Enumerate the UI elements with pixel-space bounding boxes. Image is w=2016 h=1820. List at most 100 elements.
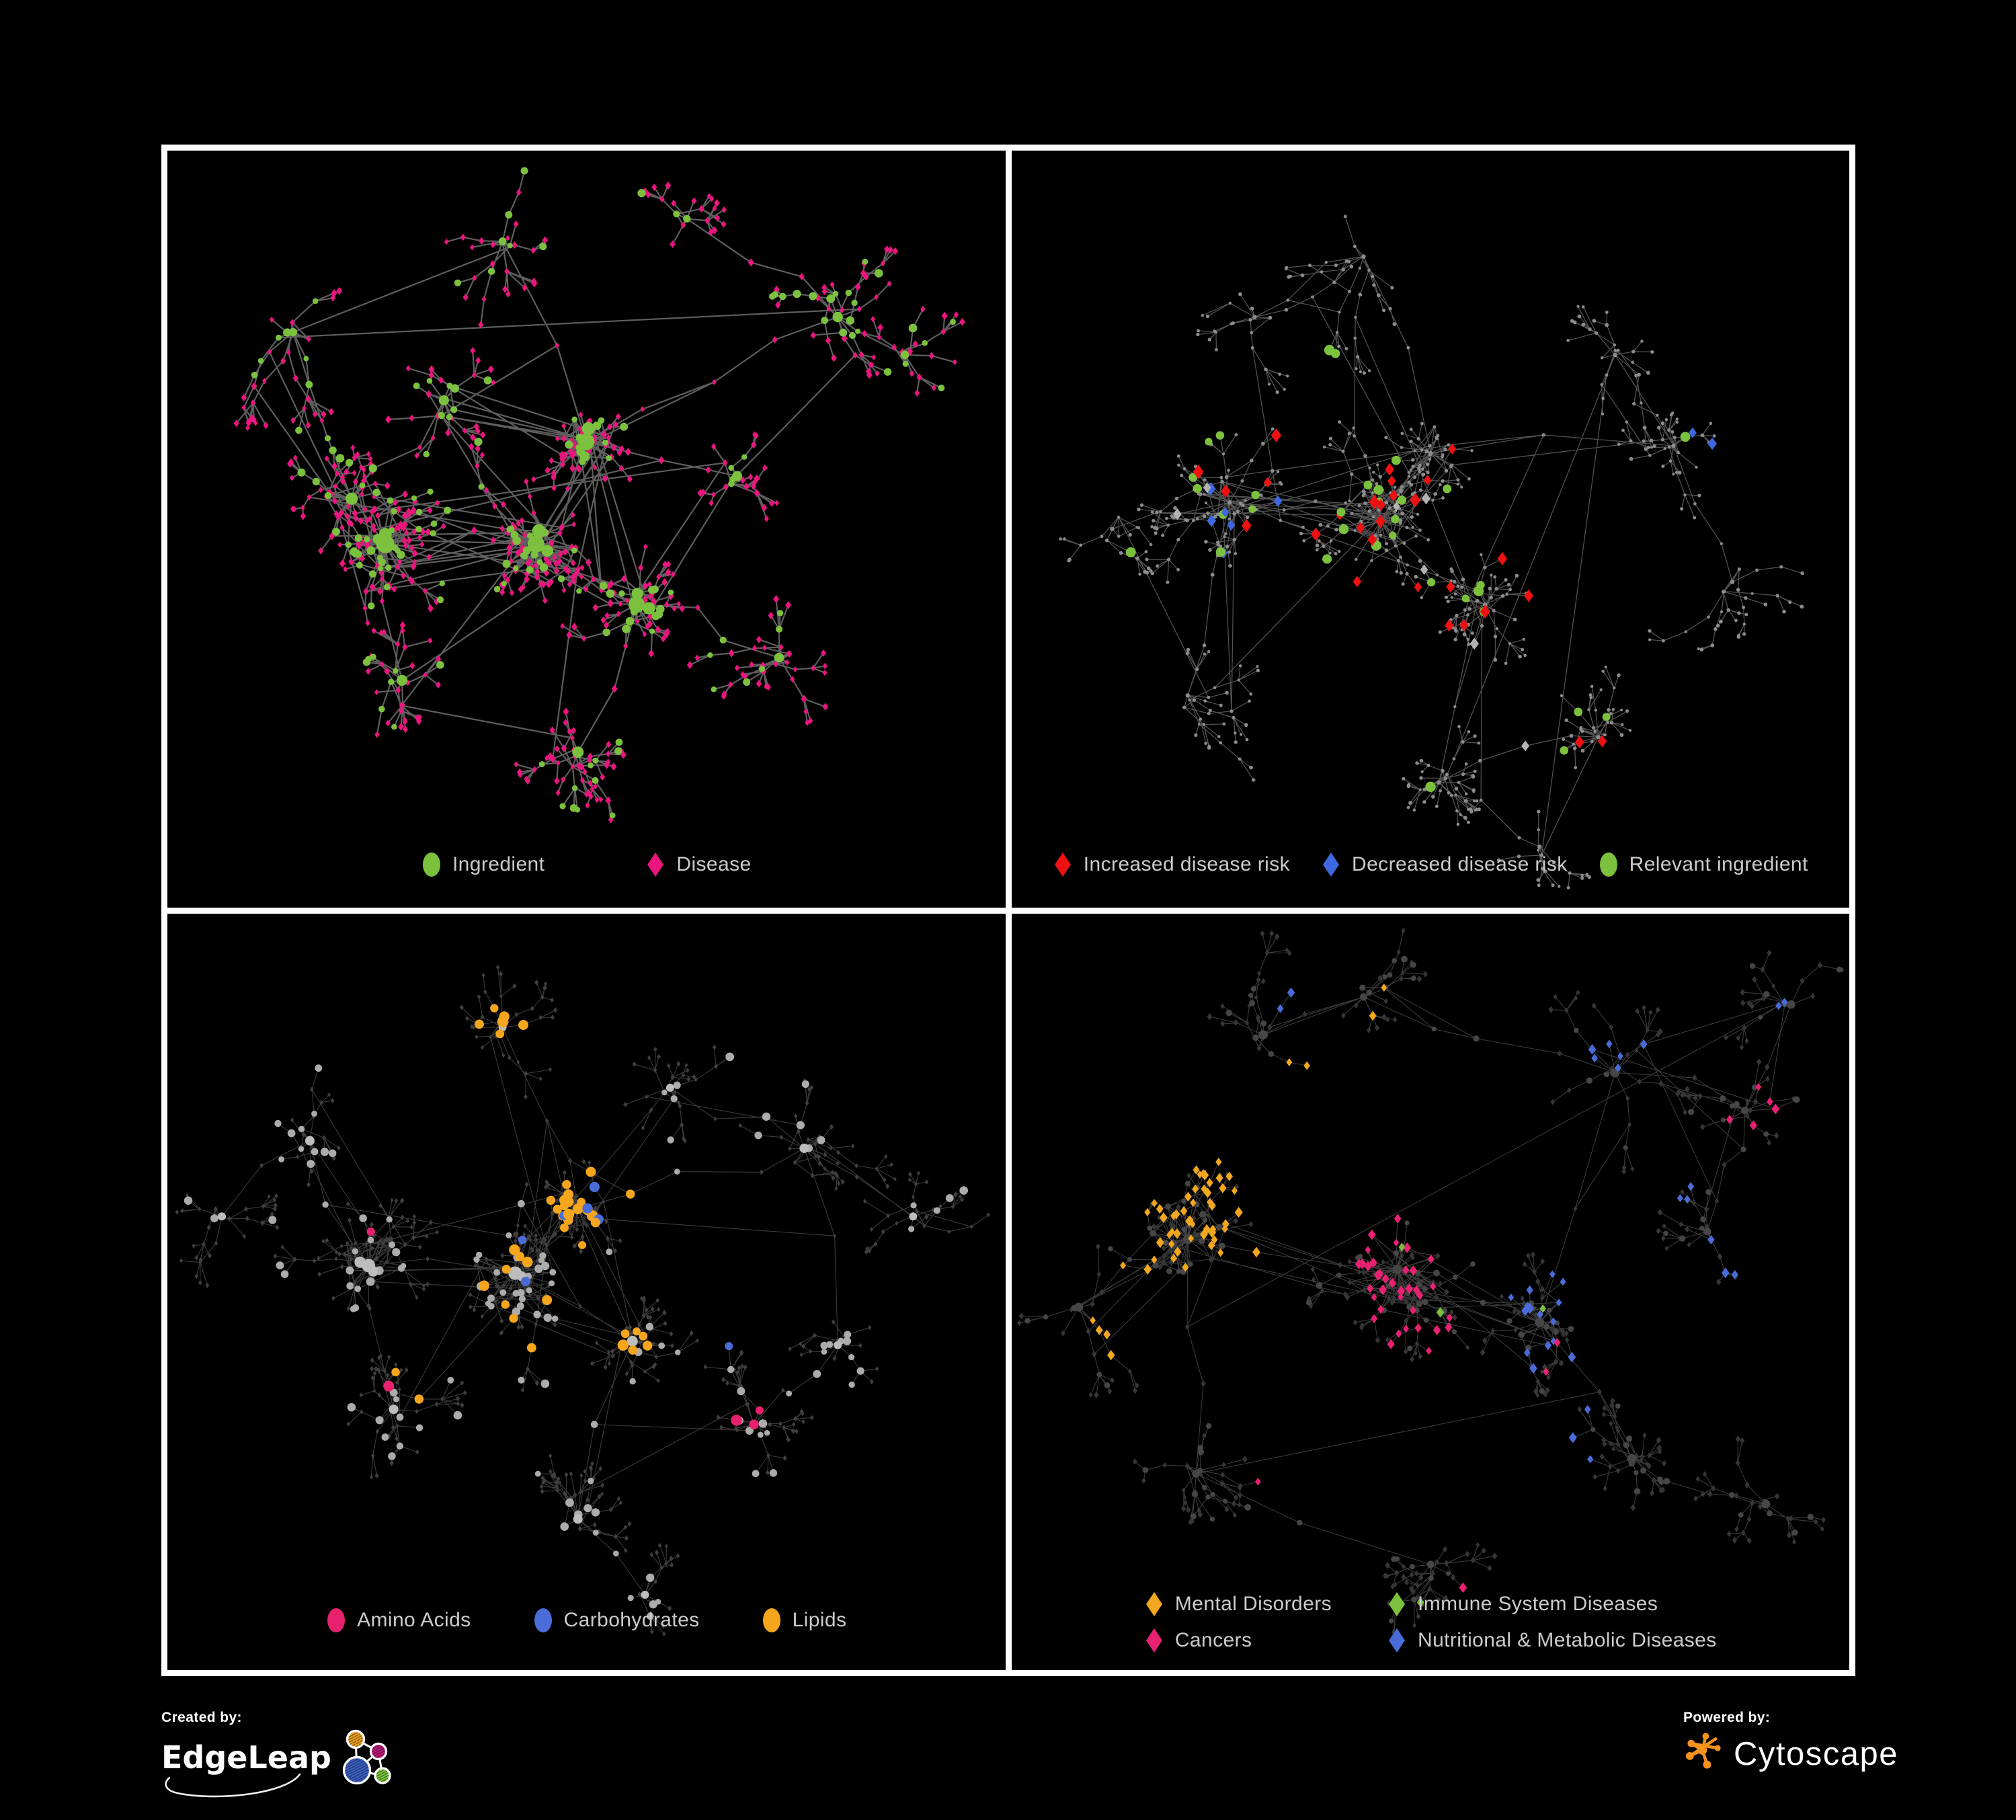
graph-node <box>1296 1519 1303 1526</box>
graph-node <box>1187 1261 1193 1267</box>
graph-node <box>1278 481 1282 485</box>
graph-node <box>1454 613 1459 618</box>
graph-node <box>1749 1002 1755 1010</box>
graph-node <box>1553 1329 1559 1335</box>
graph-node <box>344 512 350 520</box>
graph-node <box>400 1214 405 1220</box>
graph-node <box>657 1054 661 1059</box>
graph-node <box>856 305 862 313</box>
graph-node <box>1223 532 1227 536</box>
graph-node <box>1736 633 1740 637</box>
graph-node <box>817 1136 825 1144</box>
graph-node <box>440 1396 445 1402</box>
graph-node <box>562 1169 567 1175</box>
graph-node <box>650 1305 655 1312</box>
graph-node <box>509 1244 520 1255</box>
graph-node <box>1749 1119 1757 1130</box>
graph-node <box>375 1283 380 1290</box>
graph-node <box>512 1307 520 1316</box>
graph-node <box>678 1103 682 1109</box>
graph-node <box>786 1390 793 1396</box>
graph-node <box>566 631 573 639</box>
graph-node <box>1455 809 1459 813</box>
graph-node <box>1435 1596 1441 1603</box>
graph-node <box>1383 998 1388 1004</box>
graph-node <box>1416 437 1420 441</box>
graph-node <box>1416 975 1422 982</box>
diamond-marker-icon <box>1389 1592 1405 1616</box>
graph-node <box>1268 315 1272 320</box>
graph-node <box>1443 1559 1449 1567</box>
graph-node <box>825 336 832 345</box>
graph-node <box>1471 790 1476 793</box>
graph-node <box>524 478 529 485</box>
graph-node <box>287 1129 296 1137</box>
graph-node <box>1542 1367 1549 1376</box>
graph-node <box>1528 1363 1533 1369</box>
graph-node <box>1320 270 1323 274</box>
graph-node <box>389 1240 395 1248</box>
graph-node <box>643 602 655 615</box>
graph-node <box>446 383 453 389</box>
graph-node <box>1537 828 1540 832</box>
graph-node <box>723 483 729 491</box>
graph-node <box>1245 515 1249 520</box>
graph-node <box>303 356 309 362</box>
graph-node <box>1477 807 1481 812</box>
graph-node <box>563 565 569 573</box>
graph-node <box>1728 1491 1735 1498</box>
graph-node <box>1241 519 1252 532</box>
graph-node <box>1440 479 1445 483</box>
graph-node <box>335 454 345 463</box>
graph-node <box>312 477 320 485</box>
graph-node <box>1761 1499 1770 1508</box>
graph-node <box>1472 769 1477 773</box>
graph-node <box>379 576 385 582</box>
graph-node <box>673 210 680 218</box>
graph-node <box>573 1243 577 1249</box>
graph-node <box>1234 433 1238 437</box>
graph-node <box>1666 428 1670 432</box>
graph-node <box>1641 1004 1646 1011</box>
graph-node <box>1446 443 1450 447</box>
graph-node <box>1244 723 1248 727</box>
graph-node <box>950 319 956 325</box>
graph-node <box>1516 1309 1521 1316</box>
nodes-layer <box>233 167 965 824</box>
graph-node <box>207 1253 212 1259</box>
graph-node <box>1640 1039 1647 1049</box>
graph-node <box>1609 712 1613 716</box>
graph-node <box>427 488 434 495</box>
graph-node <box>1156 1214 1161 1220</box>
graph-node <box>603 1363 608 1370</box>
graph-node <box>1203 652 1206 656</box>
graph-node <box>1384 463 1394 476</box>
graph-node <box>1605 721 1609 724</box>
graph-node <box>1361 493 1365 498</box>
graph-node <box>1227 517 1231 521</box>
graph-node <box>1161 1259 1166 1266</box>
graph-node <box>570 559 576 567</box>
graph-node <box>1310 295 1314 299</box>
graph-node <box>481 972 485 978</box>
graph-node <box>565 485 570 492</box>
graph-node <box>1166 557 1170 561</box>
graph-node <box>1409 515 1414 519</box>
graph-node <box>501 580 507 587</box>
graph-node <box>1740 1106 1748 1114</box>
graph-node <box>681 1072 686 1078</box>
graph-node <box>873 1240 878 1247</box>
graph-node <box>1694 465 1698 469</box>
graph-node <box>1600 356 1603 360</box>
graph-node <box>1210 572 1215 577</box>
graph-node <box>567 448 573 456</box>
graph-node <box>737 1364 741 1371</box>
graph-node <box>305 395 312 403</box>
graph-node <box>430 520 438 527</box>
graph-node <box>616 449 622 457</box>
graph-node <box>1400 970 1405 976</box>
graph-node <box>514 1011 519 1017</box>
graph-node <box>820 1341 828 1349</box>
graph-node <box>1460 577 1465 582</box>
graph-node <box>848 1381 855 1388</box>
